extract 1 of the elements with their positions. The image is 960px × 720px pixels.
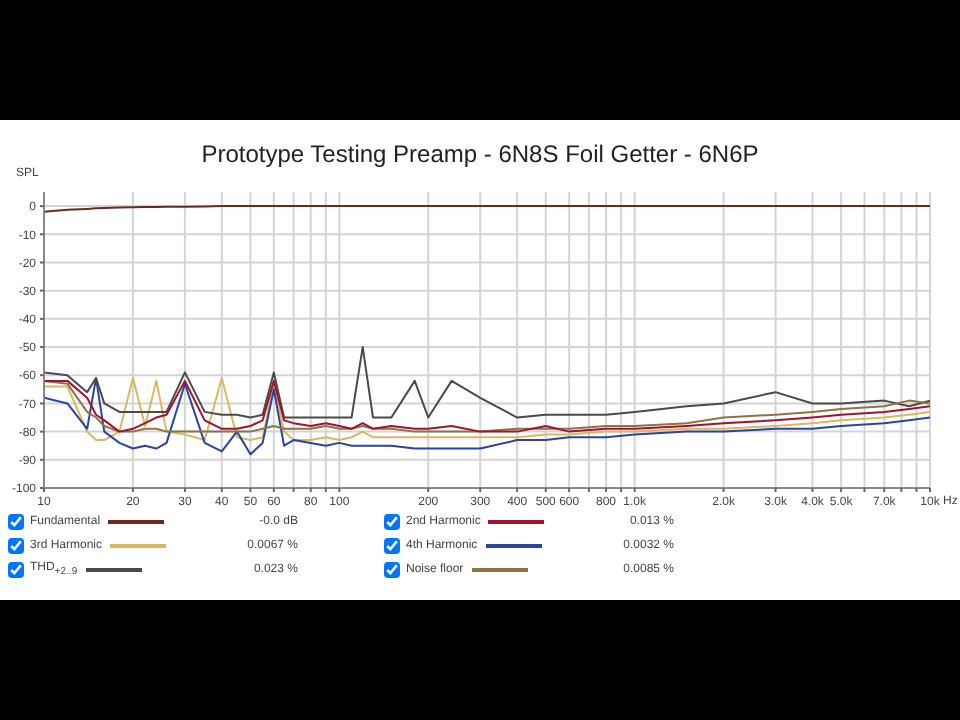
chart-title: Prototype Testing Preamp - 6N8S Foil Getter - 6N6P xyxy=(199,140,761,168)
